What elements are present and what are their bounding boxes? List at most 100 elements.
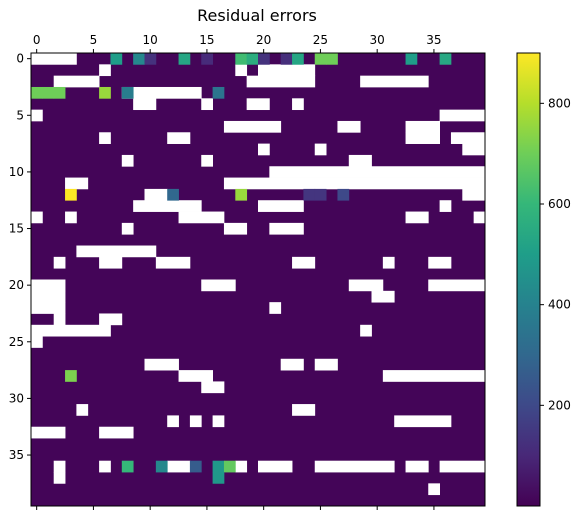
masked-cell [462,188,486,201]
masked-cell [280,358,304,371]
masked-cell [189,415,202,428]
masked-cell [292,404,316,416]
masked-cell [31,279,66,292]
heatmap-cell [314,53,327,65]
masked-cell [167,415,179,428]
heatmap-cell [212,86,225,99]
masked-cell [99,460,111,473]
masked-cell [223,222,248,235]
masked-cell [99,256,123,269]
heatmap-cell [212,460,225,473]
masked-cell [348,154,372,167]
masked-cell [65,177,89,190]
heatmap-cell [178,53,191,65]
heatmap-cell [121,86,134,99]
masked-cell [31,211,43,224]
masked-cell [133,200,202,212]
colorbar-frame [516,52,541,507]
heatmap-cell [144,53,157,65]
y-axis: 0 5 10 15 20 25 30 35 [9,52,31,462]
heatmap-cell [201,53,213,65]
heatmap-cell [133,53,145,65]
masked-cell [348,279,384,292]
masked-cell [31,53,77,65]
heatmap-cell [246,53,259,65]
colorbar-ticks: 200 400 600 800 [540,96,571,412]
heatmap-cell [65,188,77,201]
masked-cell [405,132,440,144]
masked-cell [99,426,134,439]
x-tick-label: 35 [426,33,441,47]
masked-cell [121,222,134,235]
masked-cell [246,75,316,88]
masked-cell [371,290,395,303]
masked-cell [439,200,452,212]
masked-cell [382,370,486,382]
masked-cell [360,75,429,88]
masked-cell [405,120,440,133]
masked-cell [394,415,452,428]
masked-cell [269,222,304,235]
heatmap-cell [326,53,338,65]
masked-cell [405,211,429,224]
heatmap-cell [155,460,168,473]
masked-cell [167,132,191,144]
masked-cell [201,381,225,394]
y-tick-label: 20 [9,278,24,292]
masked-cell [31,426,66,439]
masked-cell [167,460,191,473]
masked-cell [31,109,43,122]
heatmap-cell [42,86,55,99]
masked-cell [314,143,327,156]
masked-cell [178,370,213,382]
plot-frame [30,52,486,507]
masked-cell [360,324,372,337]
chart-title: Residual errors [197,6,317,25]
masked-cell [462,143,486,156]
masked-cell [201,98,213,111]
x-axis: 0 5 10 15 20 25 30 35 [33,33,442,510]
masked-cell [258,143,270,156]
colorbar-gradient [517,53,540,506]
masked-cell [144,358,179,371]
heatmap-cell [314,188,327,201]
masked-cell [155,256,191,269]
masked-cell [258,460,293,473]
masked-cell [53,472,66,484]
masked-cell [99,313,123,326]
heatmap-cell [303,188,316,201]
colorbar: 200 400 600 800 [516,52,571,507]
heatmap-cell [31,86,43,99]
heatmap-cell [189,460,202,473]
masked-cell [235,460,248,473]
heatmap-cell [258,53,270,65]
masked-cell [178,211,225,224]
masked-cell [314,358,338,371]
y-tick-label: 5 [16,108,24,122]
heatmap-cells [31,53,486,496]
x-tick-label: 30 [370,33,385,47]
x-tick-label: 10 [143,33,158,47]
colorbar-tick-label: 800 [548,96,571,110]
masked-cell [269,166,486,178]
masked-cell [258,64,316,77]
y-tick-label: 10 [9,165,24,179]
masked-cell [439,460,486,473]
y-tick-label: 25 [9,335,24,349]
masked-cell [439,109,486,122]
colorbar-tick-label: 400 [548,298,571,312]
masked-cell [53,256,66,269]
masked-cell [405,460,429,473]
heatmap-cell [337,188,350,201]
masked-cell [53,460,66,473]
heatmap-cell [235,53,248,65]
masked-cell [212,415,225,428]
masked-cell [31,336,43,348]
x-tick-label: 20 [256,33,271,47]
heatmap-cell [53,86,66,99]
x-tick-label: 0 [33,33,41,47]
masked-cell [76,404,89,416]
masked-cell [31,302,66,314]
masked-cell [292,256,316,269]
masked-cell [428,279,486,292]
